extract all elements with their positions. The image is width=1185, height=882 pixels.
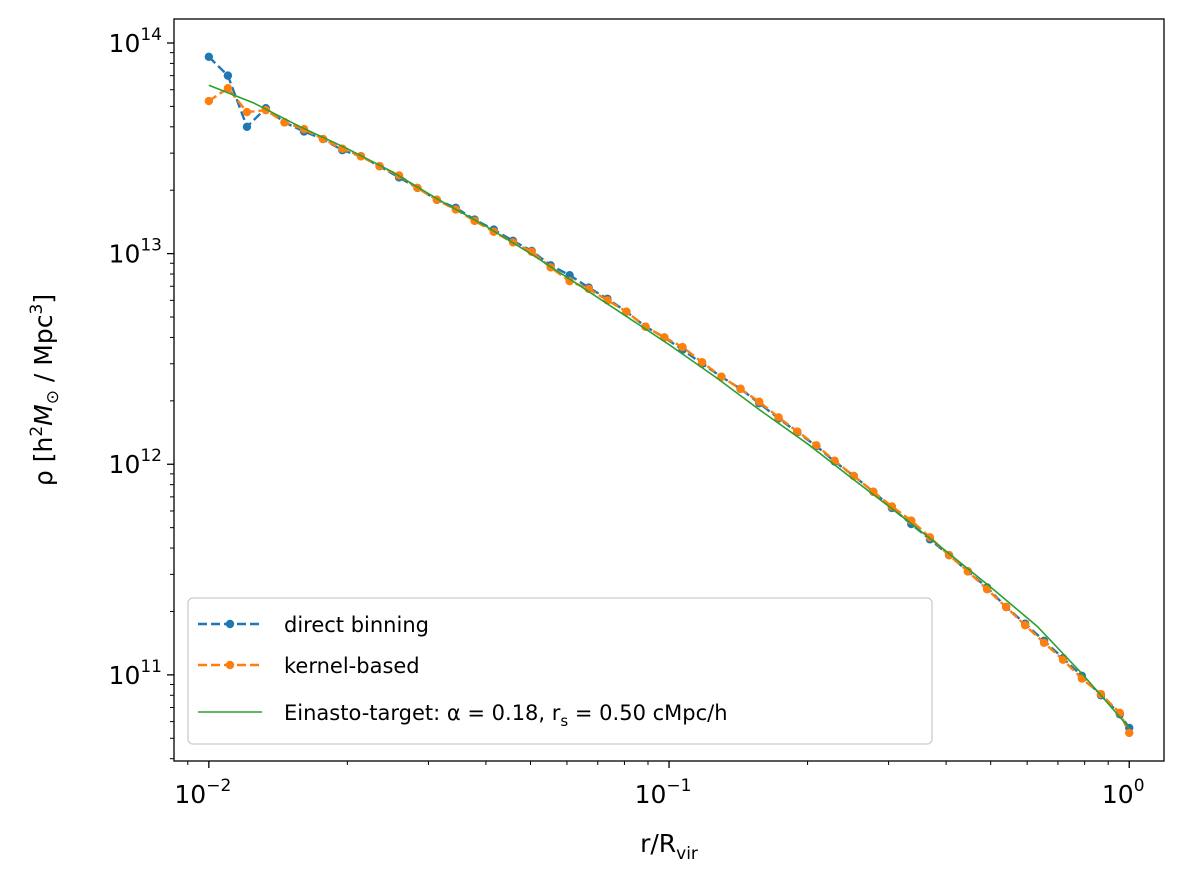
- x-axis-label-main: r/R: [640, 829, 676, 858]
- series-2-point: [793, 427, 802, 436]
- series-1-point: [242, 122, 252, 132]
- series-1-point: [204, 52, 214, 61]
- y-tick-label: 1011: [109, 657, 162, 690]
- series-line-3: [208, 84, 1130, 729]
- x-tick-label: 10−1: [635, 776, 692, 809]
- series-2-point: [1039, 638, 1049, 647]
- y-tick-label: 1014: [109, 25, 162, 58]
- plot-frame: [173, 18, 1165, 762]
- x-axis-label-sub: vir: [676, 844, 698, 864]
- x-tick-label: 100: [1102, 776, 1145, 809]
- series-2-point: [622, 307, 631, 316]
- series-2-point: [736, 384, 745, 394]
- y-tick-label: 1012: [109, 446, 162, 479]
- series-2-point: [223, 84, 233, 93]
- legend-label-1: direct binning: [284, 613, 429, 637]
- series-2-point: [982, 585, 992, 594]
- series-2-point: [830, 456, 839, 465]
- series-2-point: [1020, 621, 1030, 630]
- series-2-point: [774, 413, 783, 422]
- series-2-point: [963, 567, 973, 576]
- series-2-point: [697, 358, 707, 367]
- series-2-point: [754, 397, 764, 406]
- y-axis-label-sup1: 2: [27, 426, 47, 437]
- series-2-point: [944, 550, 954, 560]
- series-2-point: [204, 96, 214, 106]
- legend: direct binning kernel-based Einasto-target…: [187, 597, 933, 745]
- y-axis-label-sun: ⊙: [43, 390, 63, 404]
- series-1-point: [223, 71, 233, 80]
- series-2-point: [565, 276, 574, 286]
- series-layer: [204, 52, 1134, 738]
- legend-marker-1: [225, 619, 235, 629]
- y-axis-label-mass: M: [29, 404, 58, 426]
- series-2-point: [678, 342, 687, 352]
- series-2-point: [1125, 728, 1134, 738]
- y-axis-label: ρ [h2M⊙ / Mpc3]: [27, 294, 63, 486]
- series-2-point: [887, 502, 897, 511]
- series-2-point: [812, 441, 821, 450]
- x-axis-label: r/Rvir: [640, 829, 698, 864]
- series-line-1: [208, 55, 1131, 729]
- legend-label-2: kernel-based: [284, 654, 420, 678]
- y-axis-label-prefix: ρ [h: [29, 437, 58, 486]
- legend-box: [187, 597, 933, 745]
- ticks-layer: 10−2 10−1 100 1011 1012 1013 1014: [109, 25, 1145, 809]
- legend-label-3: Einasto-target: α = 0.18, rs = 0.50 cMpc…: [284, 701, 728, 730]
- y-axis-label-sup2: 3: [27, 304, 47, 315]
- y-axis-label-mid2: / Mpc: [29, 315, 58, 391]
- x-tick-label: 10−2: [174, 776, 231, 809]
- y-tick-label: 1013: [109, 236, 162, 269]
- series-2-point: [641, 322, 650, 331]
- legend-marker-2: [225, 660, 235, 670]
- series-2-point: [1001, 602, 1011, 612]
- series-2-point: [1058, 655, 1068, 664]
- series-2-point: [242, 107, 252, 117]
- y-axis-label-suffix: ]: [29, 294, 58, 304]
